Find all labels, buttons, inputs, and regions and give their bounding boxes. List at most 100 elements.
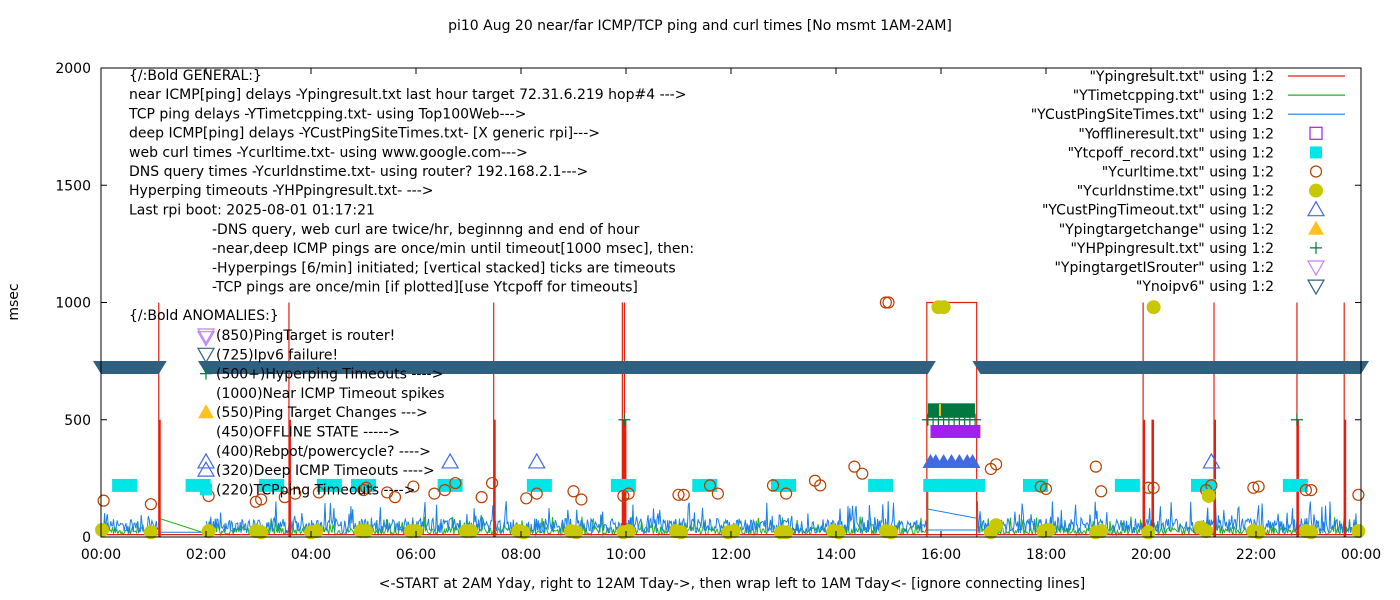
general-note-line: web curl times -Ycurltime.txt- using www… [129, 145, 528, 161]
anomaly-line: (725)Ipv6 failure! [216, 347, 338, 363]
general-note-line: TCP ping delays -YTimetcpping.txt- using… [128, 106, 526, 122]
curl-time-point [1147, 481, 1160, 494]
anomaly-line: (500+)Hyperping Timeouts ----> [216, 367, 443, 383]
legend-marker-sample [1306, 279, 1326, 296]
no-ipv6-band [198, 360, 936, 374]
tcp-timeout-point [526, 478, 552, 492]
curl-time-point [672, 488, 685, 501]
general-note-line: Hyperping timeouts -YHPpingresult.txt- -… [129, 183, 434, 199]
x-tick-label: 18:00 [1026, 547, 1066, 563]
curl-time-point [428, 487, 441, 500]
detail-note-line: -TCP pings are once/min [if plotted][use… [212, 280, 638, 296]
legend-entry-label: "YCustPingTimeout.txt" using 1:2 [1042, 203, 1274, 219]
tcp-timeout-point [259, 478, 285, 492]
x-tick-label: 12:00 [711, 547, 751, 563]
curl-time-point [1247, 481, 1260, 494]
anomaly-marker-icon [196, 460, 216, 477]
tcp-timeout-point [1114, 478, 1140, 492]
chart-title: pi10 Aug 20 near/far ICMP/TCP ping and c… [448, 18, 952, 34]
legend-entry-label: "YCustPingSiteTimes.txt" using 1:2 [1031, 107, 1274, 123]
dns-time-point [1304, 525, 1319, 540]
target-is-router-point [196, 331, 216, 347]
curl-time-point [144, 498, 157, 511]
anomaly-line: (450)OFFLINE STATE -----> [216, 425, 400, 441]
curl-time-point [882, 296, 895, 309]
tcp-timeout-point [112, 478, 138, 492]
dns-time-point [1351, 524, 1366, 539]
offline-band [930, 424, 981, 438]
dns-time-point [1199, 524, 1214, 539]
legend-marker-sample [1306, 260, 1326, 277]
legend-marker-sample [1308, 220, 1324, 235]
curl-time-point [990, 458, 1003, 471]
legend: "Ypingresult.txt" using 1:2 "YTimetcpping… [1031, 69, 1345, 296]
y-tick-label: 2000 [55, 61, 91, 77]
deep-icmp-timeout-point [441, 452, 460, 469]
legend-entry-label: "Yofflineresult.txt" using 1:2 [1078, 126, 1274, 142]
annotation-panel: {/:Bold GENERAL:} near ICMP[ping] delays … [128, 68, 694, 498]
curl-time-point [1089, 460, 1102, 473]
dns-time-point [359, 524, 374, 539]
dns-time-point [309, 524, 324, 539]
curl-time-point [438, 484, 451, 497]
dns-time-point [201, 524, 216, 539]
curl-time-point [856, 467, 869, 480]
curl-time-point [1299, 484, 1312, 497]
legend-marker-sample [1310, 146, 1322, 159]
legend-marker-sample [1309, 165, 1323, 178]
tcp-timeout-point [1282, 478, 1308, 492]
curl-time-point [814, 479, 827, 492]
dns-time-point [621, 524, 636, 539]
detail-note-line: -near,deep ICMP pings are once/min until… [212, 241, 694, 257]
x-axis-label: <-START at 2AM Yday, right to 12AM Tday-… [379, 576, 1085, 592]
hyperping-timeout-point [1290, 413, 1303, 426]
curl-time-point [486, 476, 499, 490]
dns-time-point [1041, 522, 1056, 537]
curl-time-point [407, 480, 420, 493]
tcp-timeout-point [960, 478, 985, 492]
curl-time-point [1352, 488, 1365, 501]
curl-time-point [1305, 484, 1318, 497]
dns-time-point [1201, 488, 1216, 503]
legend-entry-label: "Ypingtargetchange" using 1:2 [1059, 222, 1274, 238]
dns-time-point [516, 525, 531, 540]
dns-time-point [831, 525, 846, 540]
x-tick-label: 00:00 [81, 547, 121, 563]
legend-entry-label: "YHPpingresult.txt" using 1:2 [1070, 241, 1274, 257]
axes: 00:00 02:00 04:00 06:00 08:00 10:00 12:00 14:00… [55, 61, 1381, 563]
hyperping-timeout-point [618, 413, 631, 426]
legend-marker-sample [1306, 200, 1326, 217]
x-tick-label: 14:00 [816, 547, 856, 563]
general-note-line: {/:Bold GENERAL:} [129, 68, 262, 84]
dns-time-point [1251, 525, 1266, 540]
curl-time-point [1142, 481, 1155, 494]
curl-time-point [711, 487, 724, 500]
legend-marker-sample [1309, 126, 1323, 140]
curl-time-point [617, 489, 630, 503]
dns-time-point [569, 525, 584, 540]
y-tick-label: 1000 [55, 296, 91, 312]
anomaly-line: (320)Deep ICMP Timeouts ----> [216, 463, 435, 479]
legend-entry-label: "Ycurltime.txt" using 1:2 [1102, 165, 1274, 181]
general-note-line: near ICMP[ping] delays -Ypingresult.txt … [129, 87, 686, 103]
dns-time-point [1094, 524, 1109, 539]
tcp-timeout-point [868, 478, 894, 492]
x-tick-label: 10:00 [606, 547, 646, 563]
curl-time-point [677, 488, 690, 501]
curl-time-point [255, 493, 268, 506]
x-tick-label: 06:00 [396, 547, 436, 563]
anomaly-line: (400)Rebpot/powercycle? ----> [216, 444, 431, 460]
dns-time-point [779, 525, 794, 540]
curl-time-point [360, 481, 373, 494]
x-tick-label: 04:00 [291, 547, 331, 563]
legend-entry-label: "Ynoipv6" using 1:2 [1136, 279, 1274, 295]
tcp-timeout-point [351, 478, 376, 492]
curl-time-point [97, 494, 110, 507]
x-tick-label: 20:00 [1131, 547, 1171, 563]
x-tick-label: 16:00 [921, 547, 961, 563]
curl-time-point [520, 492, 533, 505]
curl-time-point [848, 460, 861, 473]
legend-entry-label: "YpingtargetISrouter" using 1:2 [1054, 260, 1274, 276]
dns-time-point [254, 525, 269, 540]
